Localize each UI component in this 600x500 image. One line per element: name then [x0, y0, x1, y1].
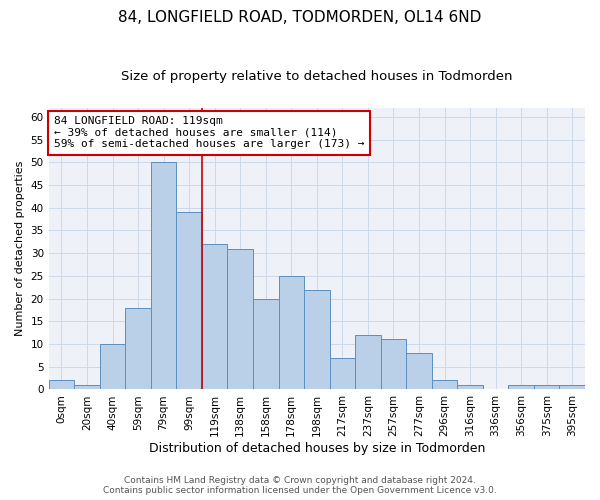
Bar — [202, 244, 227, 390]
Text: 84 LONGFIELD ROAD: 119sqm
← 39% of detached houses are smaller (114)
59% of semi: 84 LONGFIELD ROAD: 119sqm ← 39% of detac… — [54, 116, 365, 150]
Bar — [253, 298, 278, 390]
Bar — [508, 385, 534, 390]
Bar — [278, 276, 304, 390]
Bar — [457, 385, 483, 390]
Bar — [329, 358, 355, 390]
Bar — [304, 290, 329, 390]
Text: 84, LONGFIELD ROAD, TODMORDEN, OL14 6ND: 84, LONGFIELD ROAD, TODMORDEN, OL14 6ND — [118, 10, 482, 25]
Bar — [406, 353, 432, 390]
Bar — [432, 380, 457, 390]
Bar — [151, 162, 176, 390]
Bar — [534, 385, 559, 390]
Text: Contains HM Land Registry data © Crown copyright and database right 2024.
Contai: Contains HM Land Registry data © Crown c… — [103, 476, 497, 495]
Bar — [176, 212, 202, 390]
Bar — [49, 380, 74, 390]
X-axis label: Distribution of detached houses by size in Todmorden: Distribution of detached houses by size … — [149, 442, 485, 455]
Bar — [380, 340, 406, 390]
Title: Size of property relative to detached houses in Todmorden: Size of property relative to detached ho… — [121, 70, 512, 83]
Bar — [227, 248, 253, 390]
Bar — [559, 385, 585, 390]
Bar — [74, 385, 100, 390]
Y-axis label: Number of detached properties: Number of detached properties — [15, 161, 25, 336]
Bar — [125, 308, 151, 390]
Bar — [100, 344, 125, 390]
Bar — [355, 335, 380, 390]
